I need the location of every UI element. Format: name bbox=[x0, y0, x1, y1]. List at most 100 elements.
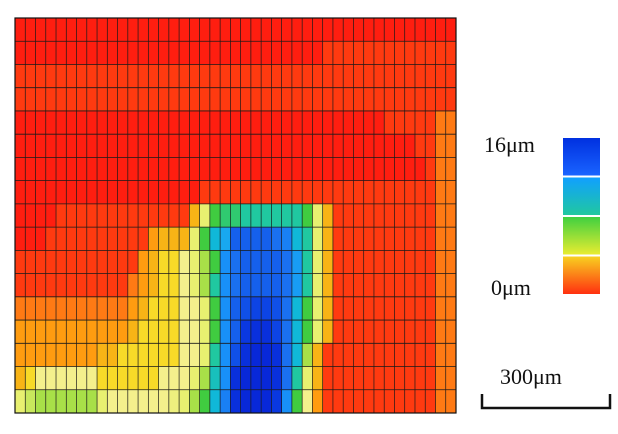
heatmap-cell bbox=[138, 389, 149, 414]
heatmap-cell bbox=[148, 343, 159, 367]
heatmap-cell bbox=[66, 134, 77, 158]
heatmap-cell bbox=[394, 366, 406, 391]
heatmap-cell bbox=[189, 157, 201, 182]
heatmap-cell bbox=[76, 227, 88, 251]
heatmap-cell bbox=[302, 157, 313, 182]
heatmap-cell bbox=[425, 64, 436, 89]
heatmap-cell bbox=[281, 203, 293, 228]
heatmap-cell bbox=[404, 366, 416, 391]
heatmap-cell bbox=[209, 273, 221, 298]
heatmap-cell bbox=[35, 227, 47, 251]
heatmap-cell bbox=[373, 157, 385, 182]
heatmap-cell bbox=[414, 296, 426, 321]
heatmap-cell bbox=[343, 64, 354, 89]
heatmap-cell bbox=[261, 227, 272, 251]
heatmap-cell bbox=[302, 343, 313, 367]
heatmap-cell bbox=[291, 250, 303, 274]
heatmap-cell bbox=[261, 320, 272, 344]
heatmap-cell bbox=[107, 110, 118, 135]
heatmap-cell bbox=[291, 273, 303, 298]
heatmap-cell bbox=[179, 227, 190, 251]
heatmap-cell bbox=[240, 389, 252, 414]
heatmap-cell bbox=[35, 389, 47, 414]
heatmap-cell bbox=[425, 250, 436, 274]
heatmap-cell bbox=[363, 87, 375, 112]
heatmap-cell bbox=[240, 41, 252, 65]
heatmap-cell bbox=[281, 87, 293, 112]
heatmap-cell bbox=[343, 343, 354, 367]
heatmap-cell bbox=[209, 41, 221, 65]
heatmap-cell bbox=[261, 273, 272, 298]
heatmap-cell bbox=[425, 87, 436, 112]
heatmap-cell bbox=[127, 227, 139, 251]
heatmap-cell bbox=[240, 366, 252, 391]
heatmap-cell bbox=[250, 134, 262, 158]
heatmap-cell bbox=[322, 134, 334, 158]
heatmap-cell bbox=[435, 110, 447, 135]
heatmap-cell bbox=[414, 110, 426, 135]
heatmap-cell bbox=[220, 157, 231, 182]
heatmap-cell bbox=[353, 18, 365, 42]
heatmap-cell bbox=[35, 87, 47, 112]
heatmap-cell bbox=[363, 157, 375, 182]
colorbar-band bbox=[563, 177, 600, 215]
heatmap-cell bbox=[35, 366, 47, 391]
heatmap-cell bbox=[445, 227, 457, 251]
heatmap-cell bbox=[15, 227, 26, 251]
heatmap-cell bbox=[384, 18, 395, 42]
heatmap-cell bbox=[138, 296, 149, 321]
heatmap-cell bbox=[332, 87, 344, 112]
heatmap-cell bbox=[25, 320, 36, 344]
heatmap-cell bbox=[281, 134, 293, 158]
heatmap-cell bbox=[56, 273, 67, 298]
heatmap-cell bbox=[168, 296, 180, 321]
heatmap-cell bbox=[148, 41, 159, 65]
heatmap-cell bbox=[56, 366, 67, 391]
heatmap-cell bbox=[302, 273, 313, 298]
heatmap-cell bbox=[404, 227, 416, 251]
heatmap-cell bbox=[127, 18, 139, 42]
heatmap-cell bbox=[189, 296, 201, 321]
heatmap-cell bbox=[25, 110, 36, 135]
heatmap-cell bbox=[261, 343, 272, 367]
heatmap-cell bbox=[332, 180, 344, 205]
heatmap-cell bbox=[189, 320, 201, 344]
heatmap-cell bbox=[394, 296, 406, 321]
heatmap-cell bbox=[179, 320, 190, 344]
heatmap-cell bbox=[230, 366, 242, 391]
heatmap-cell bbox=[76, 343, 88, 367]
heatmap-cell bbox=[394, 320, 406, 344]
heatmap-cell bbox=[220, 203, 231, 228]
heatmap-cell bbox=[76, 296, 88, 321]
heatmap-cell bbox=[66, 157, 77, 182]
heatmap-cell bbox=[117, 157, 129, 182]
heatmap-cell bbox=[384, 87, 395, 112]
heatmap-cell bbox=[189, 41, 201, 65]
heatmap-cell bbox=[404, 389, 416, 414]
heatmap-cell bbox=[35, 320, 47, 344]
heatmap-cell bbox=[394, 273, 406, 298]
heatmap-cell bbox=[373, 180, 385, 205]
heatmap-cell bbox=[168, 320, 180, 344]
heatmap-cell bbox=[332, 203, 344, 228]
heatmap-cell bbox=[353, 273, 365, 298]
heatmap-cell bbox=[332, 18, 344, 42]
heatmap-cell bbox=[250, 157, 262, 182]
heatmap-cell bbox=[230, 157, 242, 182]
heatmap-cell bbox=[302, 250, 313, 274]
heatmap-cell bbox=[435, 273, 447, 298]
heatmap-cell bbox=[168, 250, 180, 274]
heatmap-cell bbox=[127, 296, 139, 321]
heatmap-cell bbox=[353, 180, 365, 205]
heatmap-cell bbox=[250, 320, 262, 344]
heatmap-cell bbox=[384, 64, 395, 89]
heatmap-cell bbox=[45, 366, 57, 391]
heatmap-cell bbox=[240, 250, 252, 274]
heatmap-cell bbox=[312, 320, 324, 344]
heatmap-cell bbox=[445, 64, 457, 89]
heatmap-cell bbox=[281, 296, 293, 321]
heatmap-cell bbox=[312, 64, 324, 89]
heatmap-cell bbox=[76, 180, 88, 205]
heatmap-cell bbox=[45, 227, 57, 251]
